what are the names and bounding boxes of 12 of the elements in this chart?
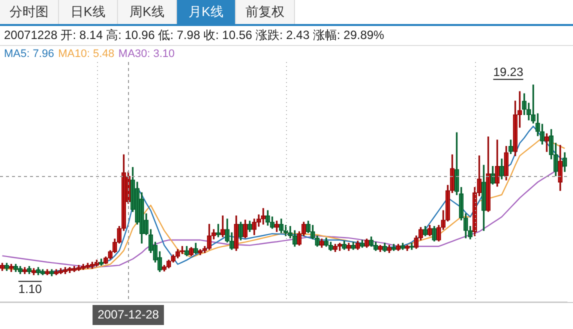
text: 2007-12-28 [98, 307, 160, 322]
text: 20071228 开: 8.14 高: 10.96 低: 7.98 收: 10.56 涨跌: 2.43 涨幅: 29.89% [0, 26, 573, 46]
text: 分时图 [0, 0, 59, 24]
text: 19.23 [493, 65, 524, 80]
text: 日K线 [59, 0, 118, 24]
text: 前复权 [236, 0, 295, 24]
text: MA10: 5.48 [58, 48, 114, 60]
text: 月K线 [177, 0, 236, 24]
text: MA5: 7.96 [4, 48, 54, 60]
text: MA30: 3.10 [118, 48, 175, 60]
text: 周K线 [118, 0, 177, 24]
text: 1.10 [18, 282, 42, 296]
